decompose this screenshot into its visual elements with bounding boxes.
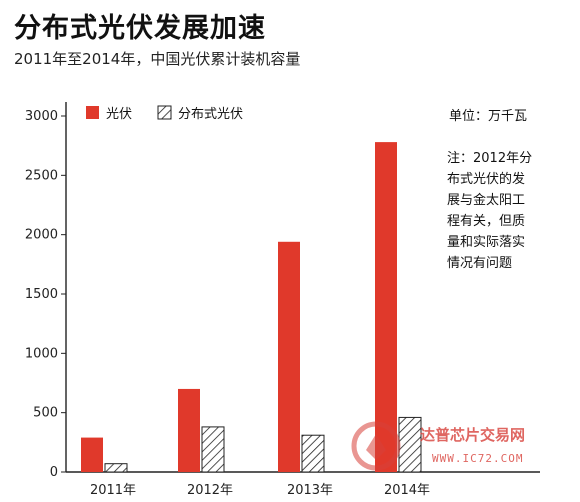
y-tick-label: 500 — [33, 406, 58, 421]
bar-pv — [278, 241, 300, 472]
x-tick-label: 2011年 — [90, 483, 136, 498]
x-tick-label: 2013年 — [287, 483, 333, 498]
unit-label: 单位：万千瓦 — [449, 109, 528, 124]
legend-swatch-distributed-pv — [157, 105, 172, 120]
x-tick-label: 2014年 — [384, 483, 430, 498]
bar-distributed-pv — [201, 426, 225, 473]
note-line: 展与金太阳工 — [447, 193, 526, 208]
bar-pv — [178, 388, 200, 472]
y-tick-label: 1500 — [25, 287, 58, 302]
note-line: 情况有问题 — [447, 256, 513, 271]
note-line: 布式光伏的发 — [447, 172, 526, 187]
y-tick-label: 2500 — [25, 168, 58, 183]
x-tick-label: 2012年 — [187, 483, 233, 498]
chart-title: 分布式光伏发展加速 — [14, 13, 266, 44]
legend-swatch-pv — [86, 106, 99, 119]
bar-pv — [81, 437, 103, 472]
watermark-url: WWW.IC72.COM — [432, 452, 524, 465]
chart-subtitle: 2011年至2014年，中国光伏累计装机容量 — [14, 50, 301, 68]
y-tick-label: 1000 — [25, 346, 58, 361]
y-tick-label: 0 — [50, 465, 58, 480]
bar-distributed-pv — [301, 434, 325, 473]
note-line: 注：2012年分 — [447, 151, 533, 166]
legend-label: 分布式光伏 — [178, 107, 243, 122]
bar-distributed-pv — [398, 416, 422, 473]
bar-distributed-pv — [104, 463, 128, 473]
watermark-name: 达普芯片交易网 — [420, 426, 526, 444]
note-line: 量和实际落实 — [447, 235, 526, 250]
legend-label: 光伏 — [106, 107, 132, 122]
chart-note: 注：2012年分 布式光伏的发 展与金太阳工 程有关，但质 量和实际落实 情况有… — [447, 148, 559, 274]
y-tick-label: 3000 — [25, 109, 58, 124]
y-tick-label: 2000 — [25, 228, 58, 243]
bar-pv — [375, 142, 397, 472]
watermark-logo — [351, 421, 401, 471]
note-line: 程有关，但质 — [447, 214, 526, 229]
